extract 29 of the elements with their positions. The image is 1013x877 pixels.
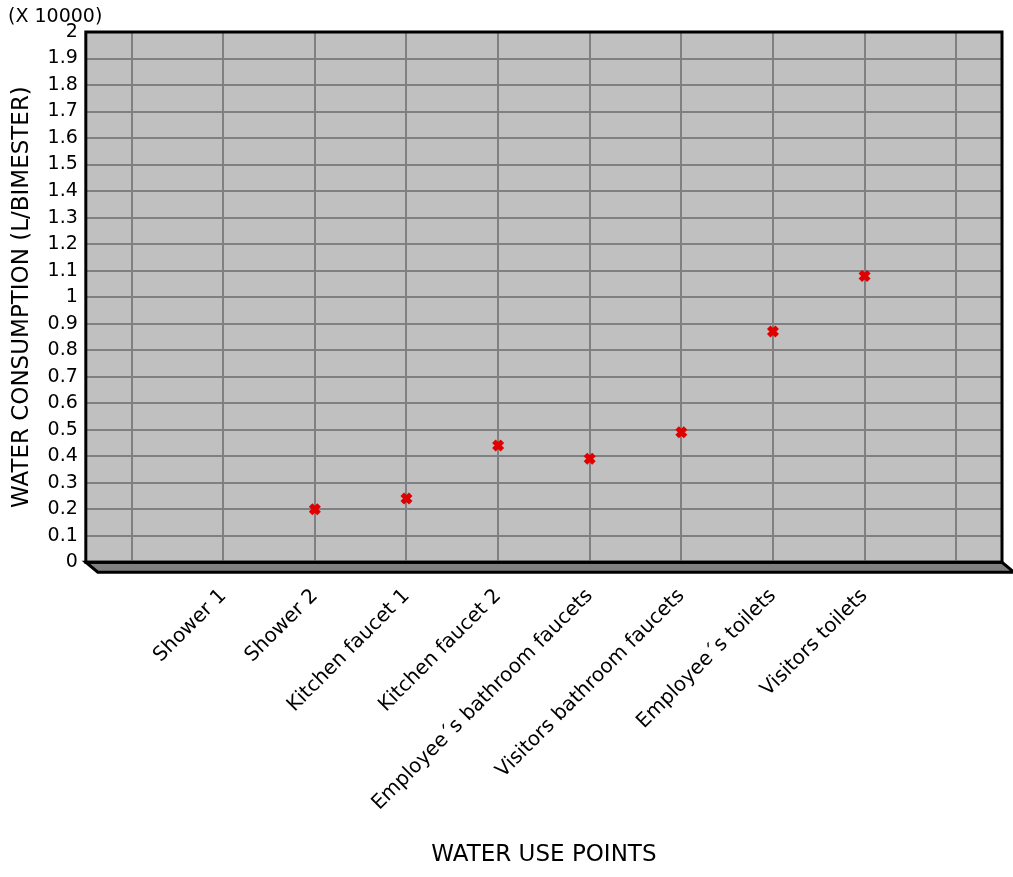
y-tick-label: 1.4: [47, 178, 78, 201]
y-tick-label: 1: [65, 284, 78, 307]
y-tick-label: 1.5: [47, 151, 78, 174]
point: [674, 425, 689, 440]
y-tick-label: 1.1: [47, 257, 78, 280]
point: [308, 502, 322, 516]
y-tick-label: 1.3: [47, 204, 78, 227]
y-tick-label: 0.1: [47, 522, 78, 545]
y-tick-label: 0.3: [47, 469, 78, 492]
y-tick-label: 0.2: [47, 496, 78, 519]
point: [857, 269, 872, 283]
y-tick-label: 0.4: [47, 443, 78, 466]
point: [399, 491, 414, 506]
y-tick-label: 1.2: [47, 231, 78, 254]
x-axis-title: WATER USE POINTS: [431, 840, 657, 867]
point: [582, 452, 597, 466]
point: [491, 438, 505, 453]
y-tick-label: 1.7: [47, 98, 78, 121]
y-tick-label: 0.8: [47, 337, 78, 360]
y-tick-label: 1.9: [47, 45, 78, 68]
y-tick-label: 1.8: [47, 71, 78, 94]
y-tick-label: 0.7: [47, 363, 78, 386]
y-tick-label: 0.5: [47, 416, 78, 439]
y-axis-title: WATER CONSUMPTION (L/BIMESTER): [6, 86, 33, 509]
y-tick-label: 0.9: [47, 310, 78, 333]
y-tick-label: 0: [65, 549, 78, 572]
y-tick-label: 0.6: [47, 390, 78, 413]
y-tick-label: 1.6: [47, 124, 78, 147]
point: [766, 324, 780, 339]
